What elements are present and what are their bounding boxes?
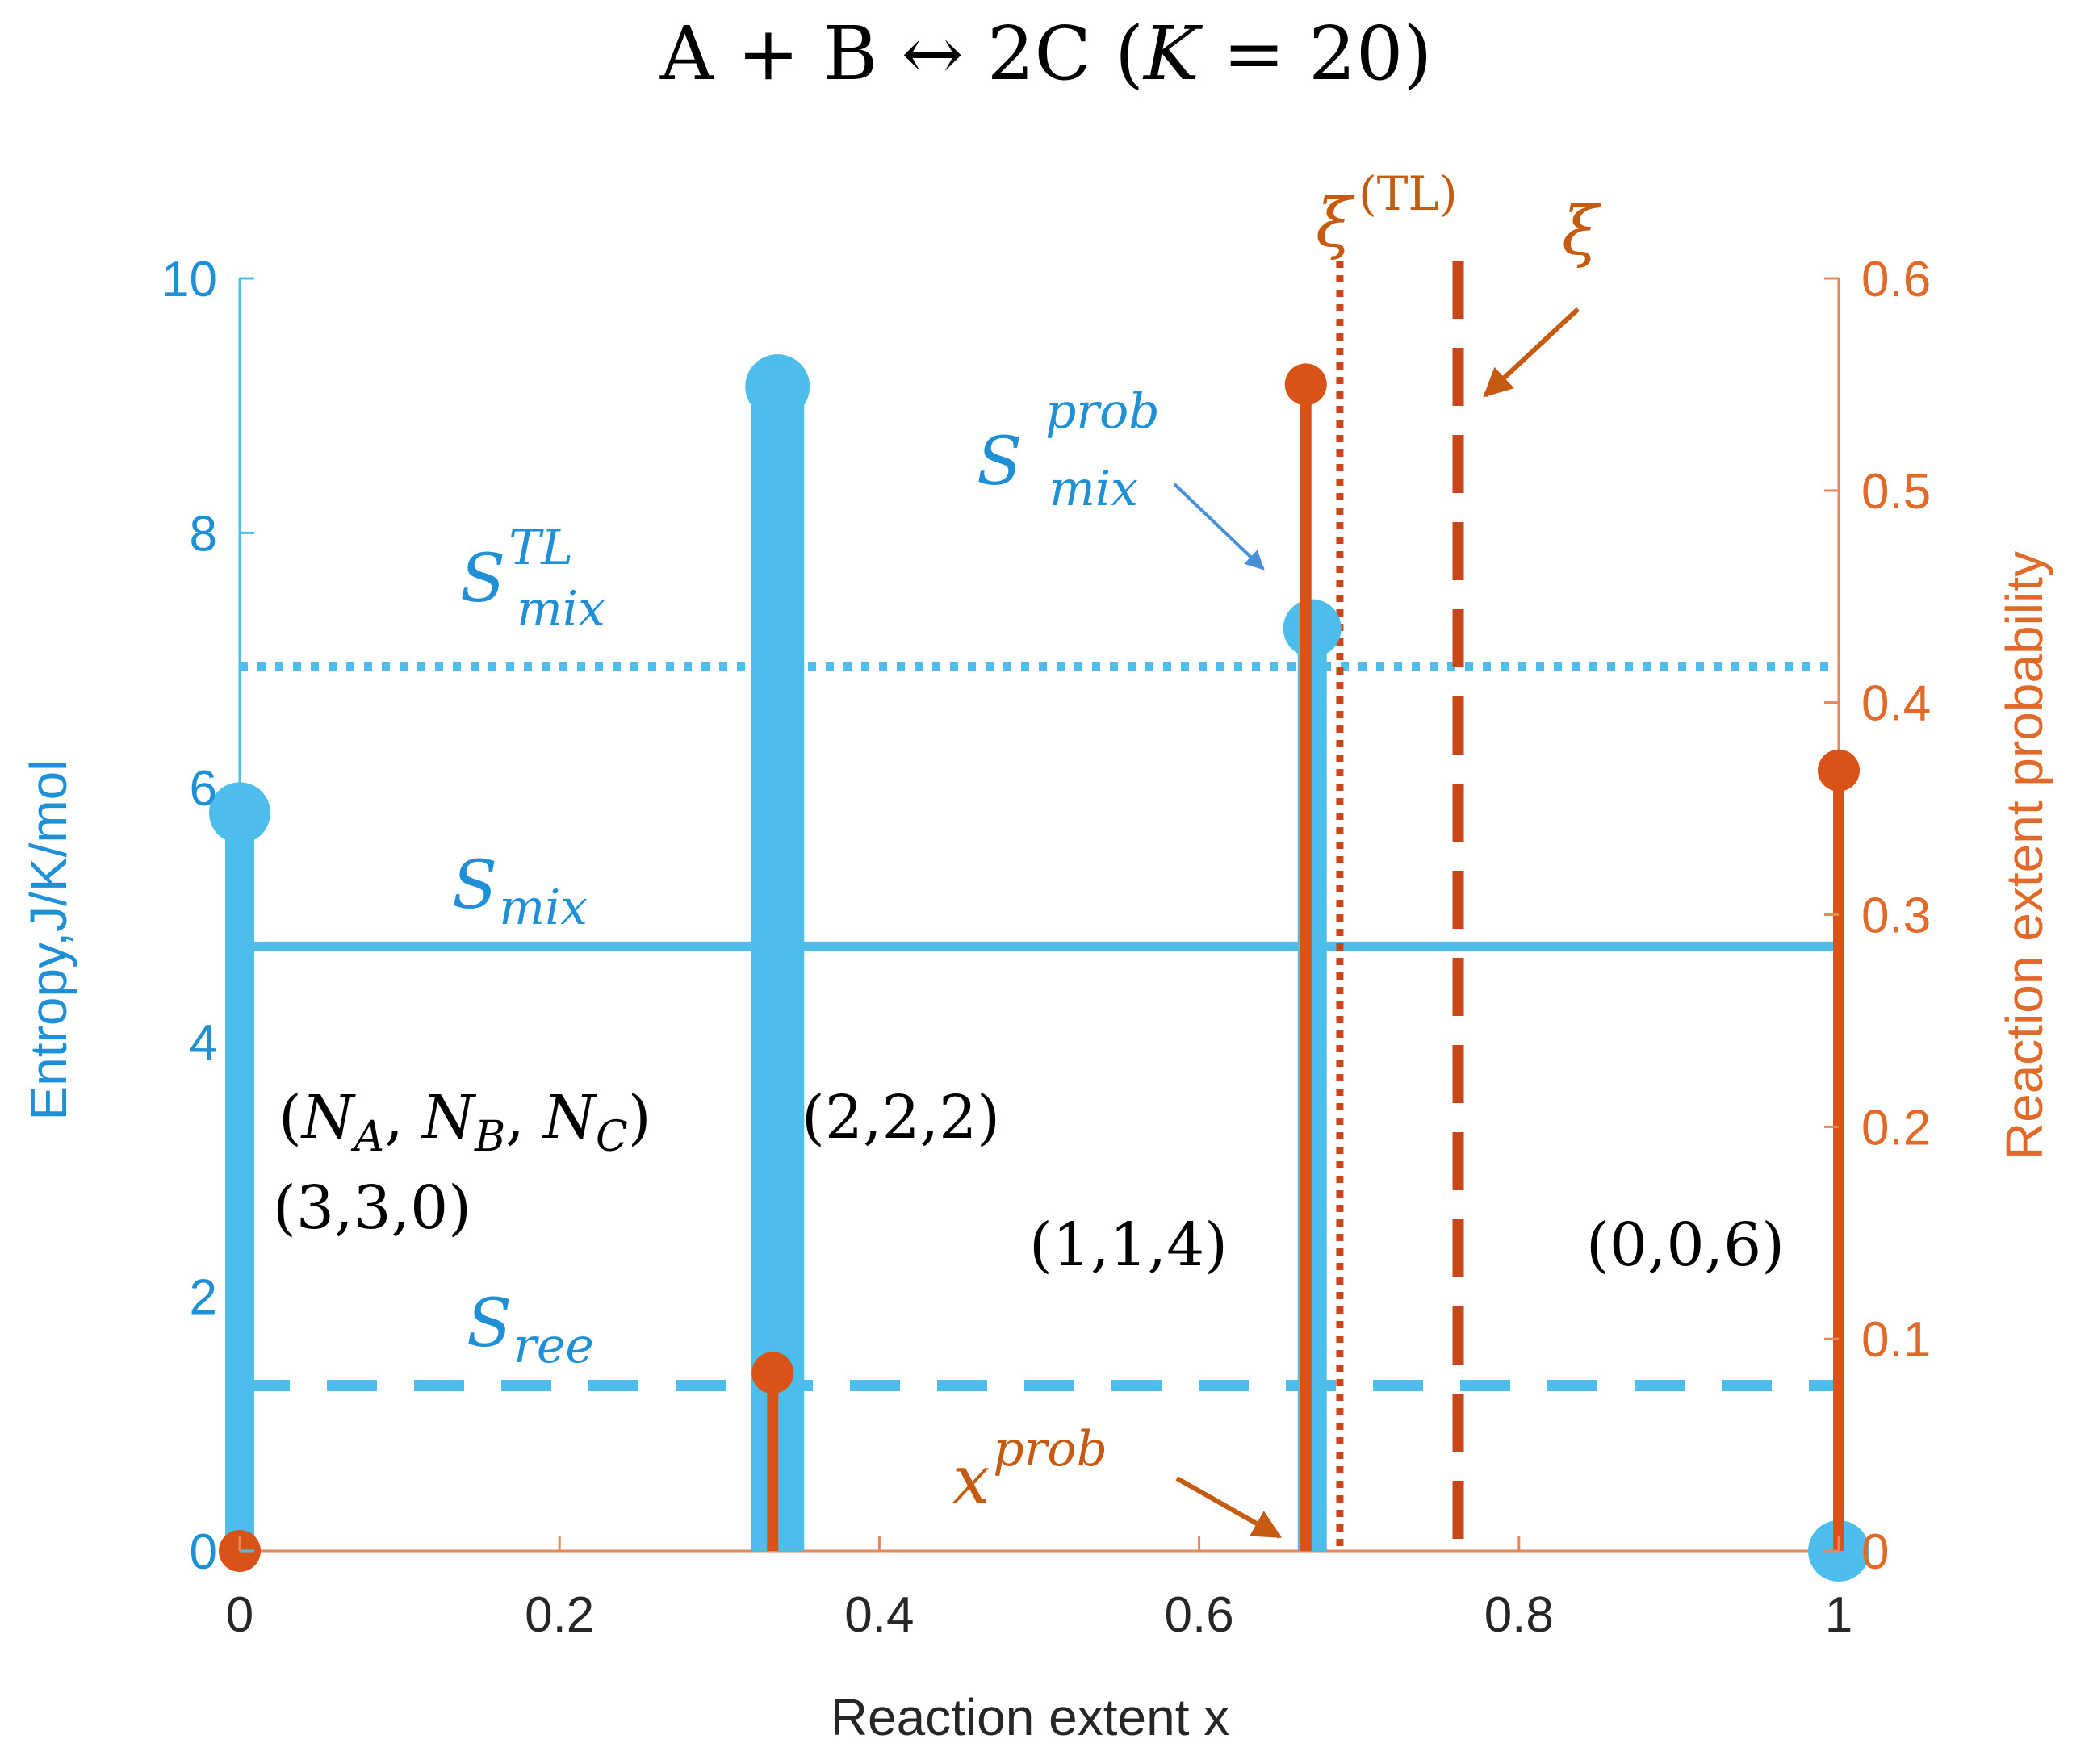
x-tick-label: 0.4 <box>844 1587 914 1643</box>
y-right-tick-label: 0.6 <box>1861 252 1931 307</box>
entropy-stems <box>209 354 1869 1582</box>
y-left-tick-label: 2 <box>190 1270 217 1326</box>
y-left-tick-label: 0 <box>190 1524 217 1580</box>
x-tick-label: 0.6 <box>1164 1587 1233 1643</box>
y-right-tick-label: 0.4 <box>1861 676 1931 732</box>
y-left-tick-label: 6 <box>190 761 217 817</box>
s-mix-prob-label: Sprob mix <box>977 383 1160 517</box>
state-label: (1,1,4) <box>1029 1210 1228 1280</box>
xi-arrow <box>1483 307 1580 398</box>
y-axis-title-left: Entropy,J/K/mol <box>19 760 77 1121</box>
state-label: (2,2,2) <box>802 1083 1000 1152</box>
xi-label: ξ <box>1562 194 1601 270</box>
y-left-tick-label: 4 <box>190 1015 217 1071</box>
y-left-tick-label: 10 <box>161 252 217 307</box>
y-right-tick-label: 0.5 <box>1861 464 1931 520</box>
y-right-tick-label: 0.3 <box>1861 888 1931 944</box>
chart-title: A + B ↔ 2C (K = 20) <box>659 10 1433 97</box>
s-ree-label: Sree <box>467 1285 594 1374</box>
entropy-marker <box>745 354 810 420</box>
x-tick-label: 0 <box>226 1587 253 1643</box>
x-tick-label: 0.8 <box>1484 1587 1554 1643</box>
probability-marker <box>1284 363 1327 406</box>
y-right-tick-label: 0.2 <box>1861 1100 1931 1156</box>
entropy-marker <box>209 782 270 844</box>
reference-lines <box>240 261 1839 1551</box>
probability-marker <box>751 1352 794 1394</box>
y-left-tick-label: 8 <box>190 506 217 562</box>
x-prob-arrow <box>1175 1476 1283 1539</box>
xi-tl-label: ξ (TL) <box>1316 166 1458 262</box>
s-mix-tl-label: STL mix <box>460 520 605 637</box>
y-right-tick-label: 0 <box>1861 1524 1889 1580</box>
state-label: (0,0,6) <box>1586 1210 1785 1280</box>
probability-marker <box>1818 749 1860 792</box>
tick-labels: 0 2 4 6 8 10 0 0.1 0.2 0.3 0.4 0.5 0.6 0 0.2 0.4 0.6 0.8 1 <box>161 252 1931 1643</box>
s-mix-label: Smix <box>452 847 588 936</box>
entropy-marker <box>1283 599 1342 658</box>
x-prob-label: xprob <box>952 1421 1107 1519</box>
state-label: (3,3,0) <box>273 1173 471 1243</box>
x-tick-label: 1 <box>1825 1587 1852 1643</box>
y-axis-title-right: Reaction extent probability <box>1995 551 2053 1160</box>
x-tick-label: 0.2 <box>525 1587 594 1643</box>
y-right-tick-label: 0.1 <box>1861 1312 1931 1368</box>
composition-header: (NA, NB, NC) <box>278 1083 651 1161</box>
x-axis-title: Reaction extent x <box>831 1688 1230 1746</box>
s-mix-prob-arrow <box>1173 483 1265 571</box>
